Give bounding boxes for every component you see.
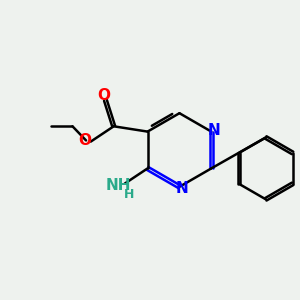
Text: N: N bbox=[208, 123, 220, 138]
Text: H: H bbox=[124, 188, 134, 201]
Text: O: O bbox=[78, 133, 91, 148]
Text: O: O bbox=[98, 88, 110, 103]
Text: N: N bbox=[176, 181, 189, 196]
Text: NH: NH bbox=[106, 178, 131, 193]
